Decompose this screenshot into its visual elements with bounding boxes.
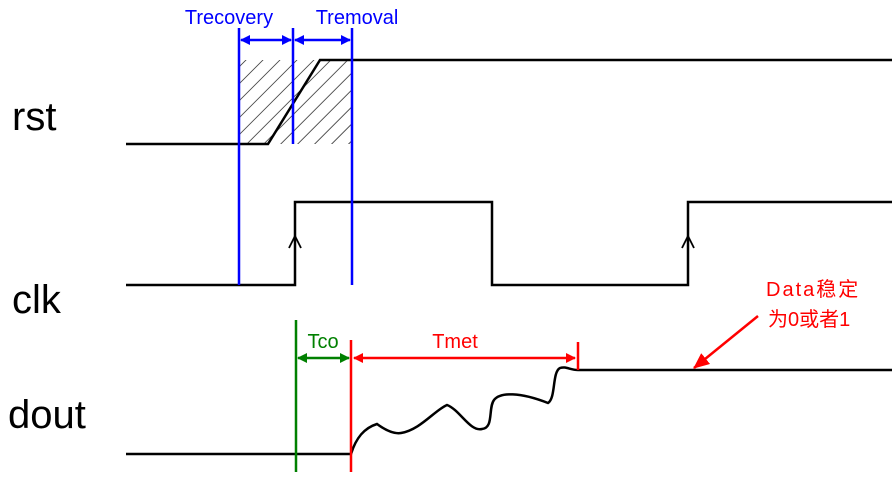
note-line-2: 为0或者1 bbox=[768, 308, 850, 331]
clk-rising-edge-arrow-icon bbox=[288, 233, 302, 249]
trecovery-label: Trecovery bbox=[185, 7, 273, 29]
note-pointer-arrow bbox=[693, 315, 759, 369]
tremoval-label: Tremoval bbox=[316, 7, 399, 29]
rst-label: rst bbox=[12, 95, 56, 139]
clk-rising-edge-arrow-icon bbox=[681, 233, 695, 249]
clk-label: clk bbox=[12, 278, 62, 322]
tmet-label: Tmet bbox=[432, 331, 478, 353]
dout-waveform bbox=[126, 366, 892, 456]
tco-label: Tco bbox=[307, 331, 338, 353]
dout-label: dout bbox=[8, 393, 86, 437]
note-line-1: Data稳定 bbox=[766, 278, 860, 301]
rst-hatched-region bbox=[239, 60, 352, 144]
clk-waveform bbox=[126, 200, 892, 287]
